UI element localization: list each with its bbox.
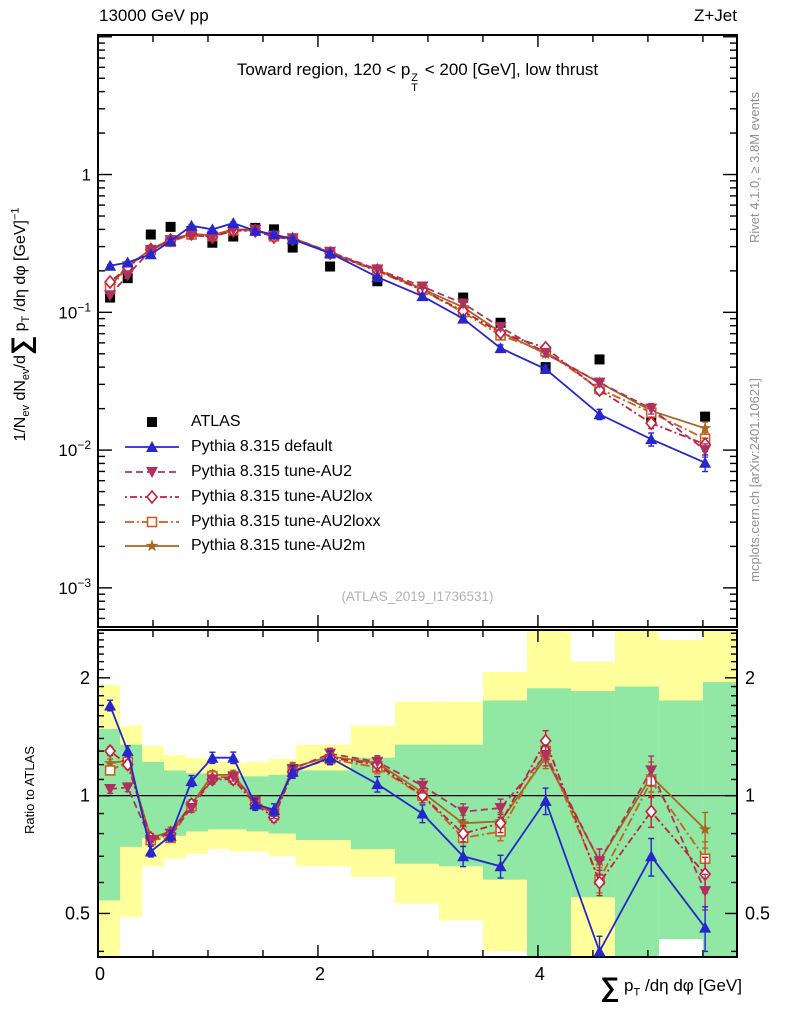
svg-text:1: 1 xyxy=(80,786,90,806)
main-series-pythia-default xyxy=(104,217,712,473)
svg-text:4: 4 xyxy=(535,964,545,984)
legend-row-pythia-default: Pythia 8.315 default xyxy=(124,435,380,460)
legend-marker-tune-AU2lox xyxy=(125,489,179,505)
legend-row-tune-AU2m: Pythia 8.315 tune-AU2m xyxy=(124,534,380,559)
sum-symbol: ∑ xyxy=(6,335,36,356)
svg-text:0.5: 0.5 xyxy=(65,903,90,923)
y-axis-label-main: 1/Nev dNev/d∑ pT /dη dφ [GeV]−1 xyxy=(6,207,36,442)
axis-ticks xyxy=(97,35,737,957)
legend-label: ATLAS xyxy=(191,413,241,431)
svg-text:2: 2 xyxy=(80,668,90,688)
legend-marker-tune-AU2loxx xyxy=(125,516,179,527)
legend-marker-tune-AU2m xyxy=(125,539,179,552)
process-label: Z+Jet xyxy=(694,6,737,25)
mcplots-credit-note: mcplots.cern.ch [arXiv:2401.10621] xyxy=(747,378,762,582)
svg-text:1: 1 xyxy=(82,166,91,185)
main-series-tune-AU2m xyxy=(103,222,712,436)
legend-label: Pythia 8.315 default xyxy=(191,438,333,456)
x-axis-label: ∑ pT /dη dφ [GeV] xyxy=(600,972,742,1002)
ratio-uncertainty-bands xyxy=(98,630,737,957)
legend: ATLAS Pythia 8.315 default Pythia 8.315 … xyxy=(124,410,380,559)
legend-marker-pythia-default xyxy=(125,441,179,453)
rivet-version-note: Rivet 4.1.0, ≥ 3.8M events xyxy=(747,92,762,243)
ratio-series-pythia-default xyxy=(104,699,712,957)
svg-text:1: 1 xyxy=(745,786,755,806)
legend-label: Pythia 8.315 tune-AU2 xyxy=(191,462,352,480)
svg-text:10−2: 10−2 xyxy=(58,438,91,460)
legend-marker-atlas xyxy=(147,417,157,428)
svg-text:2: 2 xyxy=(745,668,755,688)
legend-row-atlas: ATLAS xyxy=(124,410,380,435)
legend-row-tune-AU2loxx: Pythia 8.315 tune-AU2loxx xyxy=(124,509,380,534)
legend-label: Pythia 8.315 tune-AU2m xyxy=(191,537,366,555)
svg-text:2: 2 xyxy=(315,964,325,984)
svg-text:0: 0 xyxy=(95,964,105,984)
svg-text:0.5: 0.5 xyxy=(745,903,770,923)
svg-text:10−3: 10−3 xyxy=(58,576,91,598)
svg-text:10−1: 10−1 xyxy=(58,300,91,322)
sum-symbol: ∑ xyxy=(600,972,620,1002)
y-axis-label-ratio: Ratio to ATLAS xyxy=(22,746,37,834)
legend-row-tune-AU2: Pythia 8.315 tune-AU2 xyxy=(124,460,380,485)
tick-labels: 1 10−1 10−2 10−3 2 2 1 1 0.5 0.5 0 2 4 xyxy=(58,166,770,984)
beam-energy-label: 13000 GeV pp xyxy=(99,6,209,25)
title-text: Toward region, 120 < p xyxy=(236,60,411,79)
legend-label: Pythia 8.315 tune-AU2loxx xyxy=(191,512,381,530)
legend-label: Pythia 8.315 tune-AU2lox xyxy=(191,487,373,505)
analysis-id-watermark: (ATLAS_2019_I1736531) xyxy=(341,589,494,604)
legend-row-tune-AU2lox: Pythia 8.315 tune-AU2lox xyxy=(124,484,380,509)
legend-marker-tune-AU2 xyxy=(125,466,179,478)
